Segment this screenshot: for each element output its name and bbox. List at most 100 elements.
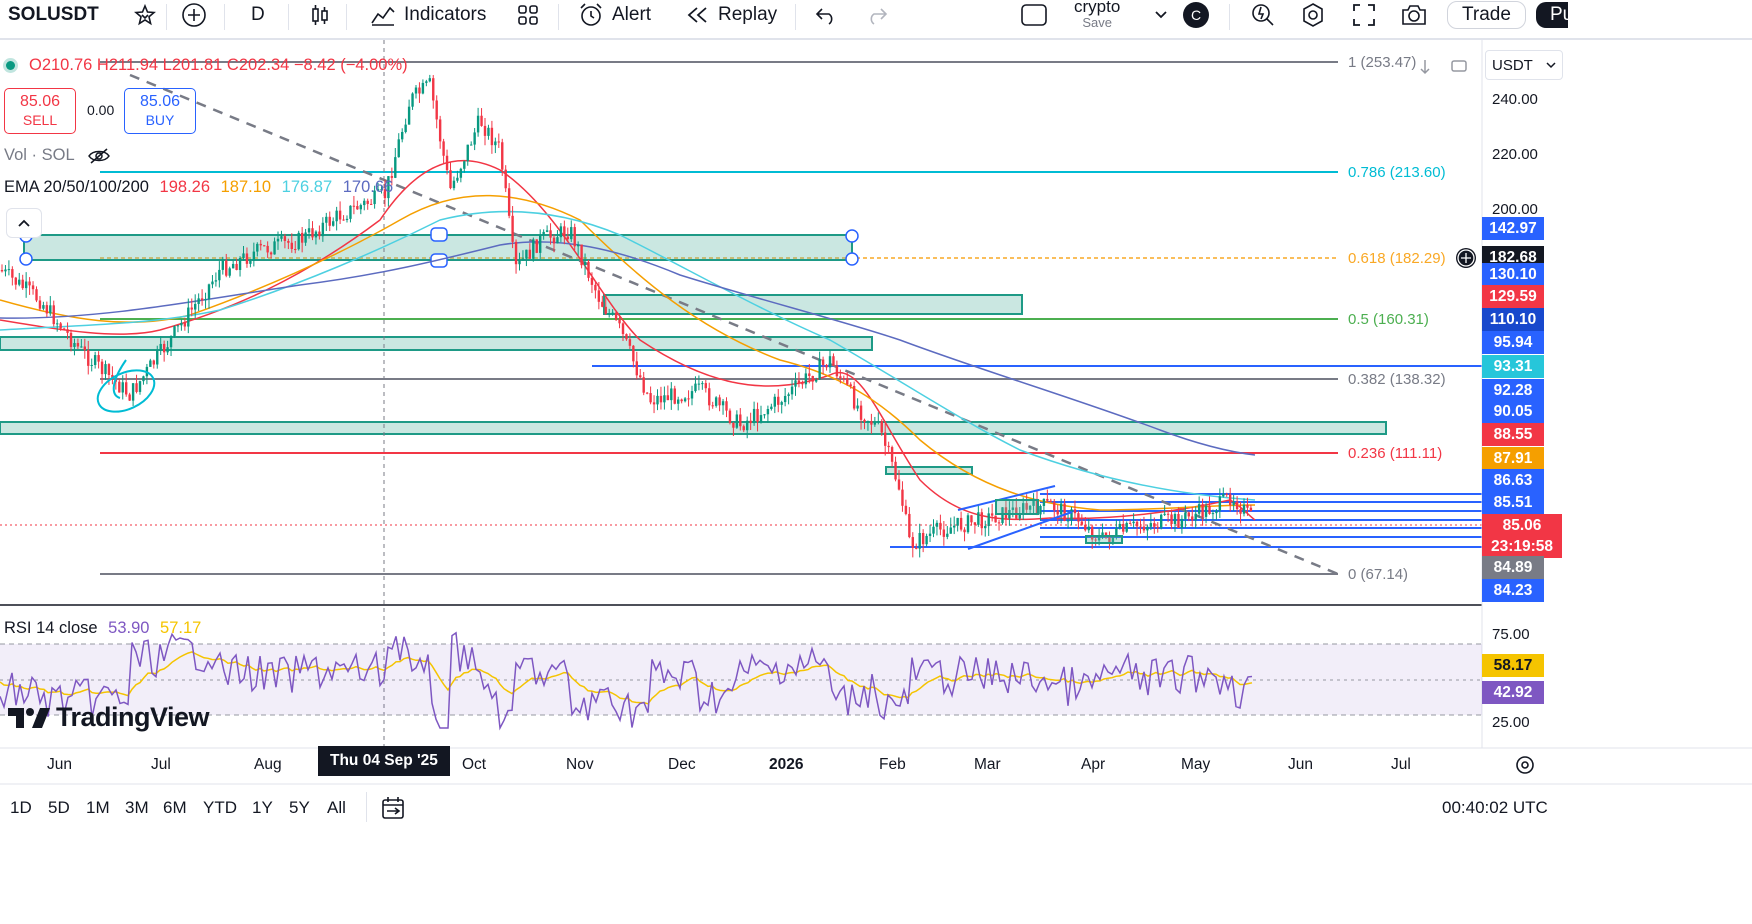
utc-clock[interactable]: 00:40:02 UTC <box>1442 798 1548 817</box>
candle-body <box>1222 493 1225 497</box>
sell-button[interactable]: 85.06 SELL <box>4 88 76 134</box>
candle-body <box>628 339 632 346</box>
chart-settings-icon[interactable] <box>1514 754 1536 776</box>
replay-button[interactable]: Replay <box>686 0 777 30</box>
ema200-value: 170.66 <box>342 178 394 196</box>
candle-body <box>901 489 904 506</box>
collapse-legend-button[interactable] <box>6 208 42 238</box>
candle-body <box>953 525 956 528</box>
fullscreen-icon[interactable] <box>1351 0 1377 30</box>
candle-body <box>349 205 352 219</box>
candle-body <box>445 155 449 171</box>
candle-body <box>1097 536 1101 541</box>
date-range-calendar-icon[interactable] <box>380 795 406 821</box>
range-button-5d[interactable]: 5D <box>48 798 70 817</box>
templates-icon[interactable] <box>516 0 540 30</box>
price-chart[interactable] <box>0 40 1752 924</box>
candle-body <box>852 385 856 409</box>
quick-search-icon[interactable] <box>1250 0 1276 30</box>
range-button-1d[interactable]: 1D <box>10 798 32 817</box>
candle-body <box>559 226 563 238</box>
price-tag: 84.23 <box>1482 579 1544 602</box>
candle-body <box>1056 510 1059 515</box>
zone-handles[interactable] <box>19 227 859 268</box>
wedge-upper-line[interactable] <box>957 485 1056 511</box>
candle-body <box>1111 536 1115 543</box>
candle-body <box>1139 526 1142 528</box>
chevron-down-icon[interactable] <box>1154 0 1168 30</box>
range-button-1y[interactable]: 1Y <box>252 798 273 817</box>
candle-body <box>394 157 397 178</box>
range-button-ytd[interactable]: YTD <box>203 798 237 817</box>
compare-symbol-icon[interactable] <box>181 0 207 30</box>
tradingview-logo-icon <box>8 707 50 728</box>
indicators-icon <box>370 4 396 26</box>
sell-price: 85.06 <box>19 93 61 110</box>
time-axis-label: Apr <box>1081 756 1106 773</box>
candle-body <box>1091 526 1094 540</box>
wedge-lower-line[interactable] <box>967 511 1073 550</box>
candle-body <box>690 391 694 399</box>
candle-body <box>1191 516 1194 521</box>
range-button-3m[interactable]: 3M <box>125 798 149 817</box>
add-to-watchlist-icon[interactable] <box>133 0 157 30</box>
price-tag: 129.59 <box>1482 285 1544 308</box>
candle-body <box>614 312 618 320</box>
candle-body <box>870 421 873 425</box>
candle-body <box>1197 504 1201 514</box>
indicators-button[interactable]: Indicators <box>370 0 486 30</box>
sell-label: SELL <box>22 112 58 128</box>
candle-body <box>1211 513 1215 515</box>
zone-box-7[interactable] <box>1085 535 1123 544</box>
zone-box-6[interactable] <box>995 499 1039 515</box>
layout-name-button[interactable]: crypto Save <box>1074 0 1120 30</box>
candle-body <box>863 419 866 422</box>
account-button[interactable]: C <box>1183 0 1209 30</box>
tradingview-logo[interactable]: TradingView <box>8 702 210 733</box>
candle-body <box>1153 523 1156 527</box>
eye-hidden-icon[interactable] <box>87 147 111 165</box>
dashed-trendline[interactable] <box>129 73 1339 576</box>
undo-icon[interactable] <box>814 0 838 30</box>
zone-box-5[interactable] <box>885 466 973 475</box>
range-button-all[interactable]: All <box>327 798 346 817</box>
candle-body <box>780 402 783 405</box>
candle-body <box>104 364 107 375</box>
arrow-down-icon[interactable] <box>1418 58 1432 76</box>
camera-snapshot-icon[interactable] <box>1400 0 1428 30</box>
currency-selector[interactable]: USDT <box>1485 50 1563 80</box>
candle-body <box>908 513 911 538</box>
trade-button[interactable]: Trade <box>1447 0 1526 30</box>
interval-selector[interactable]: D <box>251 4 265 25</box>
alert-button[interactable]: Alert <box>578 0 651 30</box>
candle-body <box>735 414 739 428</box>
trade-label: Trade <box>1447 1 1526 29</box>
candle-body <box>1215 510 1218 514</box>
layout-square-icon[interactable] <box>1020 0 1048 30</box>
auto-scale-icon[interactable] <box>1450 57 1468 75</box>
candle-body <box>594 284 597 291</box>
volume-label: Vol · SOL <box>4 146 75 164</box>
candle-type-icon[interactable] <box>308 0 332 30</box>
candle-body <box>608 313 611 315</box>
zone-box-4[interactable] <box>0 421 1387 435</box>
candle-body <box>797 380 801 384</box>
range-button-5y[interactable]: 5Y <box>289 798 310 817</box>
range-button-1m[interactable]: 1M <box>86 798 110 817</box>
candle-body <box>80 346 83 348</box>
add-alert-plus-icon[interactable] <box>1456 248 1476 268</box>
redo-icon[interactable] <box>865 0 889 30</box>
range-button-6m[interactable]: 6M <box>163 798 187 817</box>
candle-body <box>756 408 759 422</box>
candle-body <box>859 405 863 420</box>
candle-body <box>1184 512 1187 519</box>
zone-box-3[interactable] <box>0 336 873 351</box>
candle-body <box>811 376 814 382</box>
settings-gear-icon[interactable] <box>1300 0 1326 30</box>
price-tag: 84.89 <box>1482 556 1544 579</box>
candlestick-series[interactable] <box>0 74 1253 558</box>
publish-button[interactable]: Pu <box>1536 0 1568 30</box>
buy-button[interactable]: 85.06 BUY <box>124 88 196 134</box>
candle-body <box>894 461 897 480</box>
symbol-search[interactable]: SOLUSDT <box>8 4 99 25</box>
